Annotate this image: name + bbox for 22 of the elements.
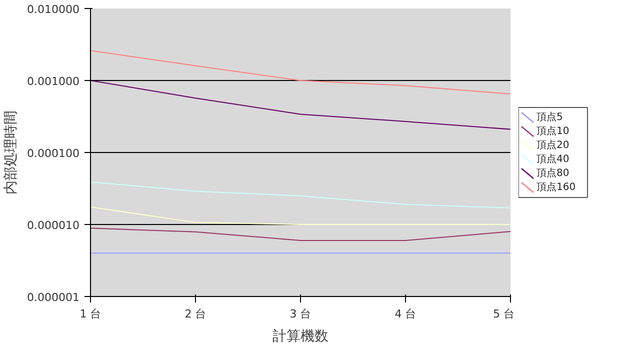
- y-axis-title: 内部処理時間: [3, 110, 20, 194]
- y-tick-label: 0.000100: [27, 147, 80, 160]
- legend-label: 頂点20: [536, 139, 570, 151]
- x-tick-label: 5 台: [493, 308, 515, 320]
- line-series: [90, 181, 510, 208]
- x-tick-label: 3 台: [290, 308, 312, 320]
- y-tick-label: 0.000001: [27, 291, 80, 304]
- y-tick-label: 0.001000: [27, 75, 80, 88]
- y-tick-label: 0.000010: [27, 219, 80, 232]
- legend-label: 頂点80: [536, 167, 570, 179]
- x-tick-label: 1 台: [80, 308, 102, 320]
- line-series: [90, 80, 510, 130]
- line-series: [90, 50, 510, 94]
- legend-label: 頂点160: [536, 181, 576, 193]
- line-series: [90, 228, 510, 241]
- x-tick-label: 4 台: [394, 308, 416, 320]
- legend-label: 頂点5: [536, 111, 563, 123]
- x-axis-title: 計算機数: [272, 328, 328, 344]
- legend-label: 頂点10: [536, 125, 570, 137]
- y-tick-label: 0.010000: [27, 3, 80, 16]
- legend-label: 頂点40: [536, 153, 570, 165]
- x-tick-label: 2 台: [184, 308, 206, 320]
